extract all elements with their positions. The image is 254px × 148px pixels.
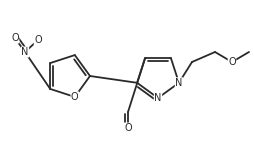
Text: N: N [154, 93, 161, 103]
Text: O: O [71, 92, 78, 102]
Text: N: N [21, 47, 29, 57]
Text: N: N [174, 78, 182, 88]
Text: O: O [124, 123, 131, 133]
Text: O: O [227, 57, 235, 67]
Text: O: O [11, 33, 19, 43]
Text: O: O [34, 35, 42, 45]
